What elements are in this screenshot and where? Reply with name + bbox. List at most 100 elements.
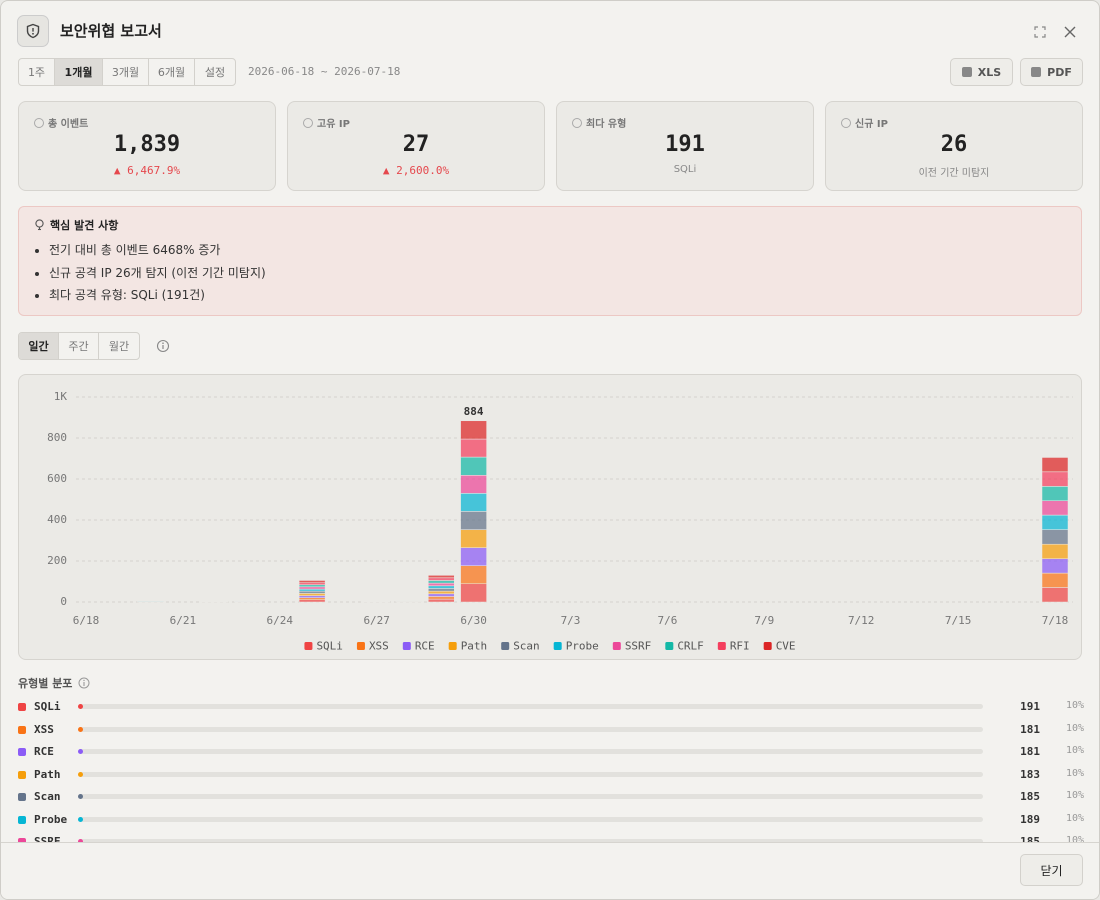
bar-segment bbox=[298, 580, 326, 583]
kpi-icon bbox=[841, 117, 851, 128]
granularity-tab[interactable]: 주간 bbox=[59, 333, 99, 359]
kpi-value: 191 bbox=[665, 132, 705, 157]
share-track bbox=[79, 749, 983, 754]
findings-box: 핵심 발견 사항 전기 대비 총 이벤트 6468% 증가신규 공격 IP 26… bbox=[18, 206, 1082, 316]
kpi-card: 신규 IP 26 이전 기간 미탐지 bbox=[825, 101, 1083, 191]
bar-segment bbox=[460, 493, 487, 512]
distribution-row: Scan 185 10% bbox=[1, 790, 1099, 806]
bar-segment bbox=[428, 590, 455, 595]
legend-swatch bbox=[356, 642, 365, 650]
bar-segment bbox=[298, 590, 326, 594]
legend-item[interactable]: CVE bbox=[763, 640, 796, 653]
kpi-label-row: 최다 유형 bbox=[572, 115, 626, 130]
share-dot bbox=[78, 771, 83, 777]
bar-segment bbox=[298, 593, 326, 596]
legend-swatch bbox=[304, 642, 313, 650]
share-track bbox=[79, 839, 983, 842]
y-tick-label: 800 bbox=[47, 431, 67, 444]
distribution-header: 유형별 분포 bbox=[18, 675, 90, 691]
share-track bbox=[79, 726, 983, 732]
type-share: 10% bbox=[1065, 722, 1084, 734]
share-track bbox=[79, 794, 983, 799]
scroll-area: 보안위협 보고서 1주 1개월 3개월 6개월 설정 2026-06-18 ~ 2026… bbox=[1, 1, 1099, 842]
period-tab[interactable]: 1개월 bbox=[55, 59, 103, 85]
legend-item[interactable]: SQLi bbox=[304, 640, 343, 653]
granularity-tab[interactable]: 월간 bbox=[108, 340, 130, 353]
type-count: 181 bbox=[1020, 745, 1040, 758]
period-tab[interactable]: 설정 bbox=[204, 66, 226, 79]
type-name: RCE bbox=[34, 745, 54, 758]
distribution-row: SQLi 191 10% bbox=[1, 700, 1099, 716]
x-tick-label: 7/15 bbox=[945, 614, 972, 627]
info-icon[interactable] bbox=[78, 677, 90, 689]
kpi-icon bbox=[303, 117, 313, 128]
bar-segment bbox=[428, 580, 455, 584]
legend-item[interactable]: RFI bbox=[717, 640, 750, 653]
export-button[interactable]: PDF bbox=[1020, 58, 1083, 86]
export-label: XLS bbox=[977, 65, 1002, 79]
kpi-icon bbox=[34, 117, 44, 128]
kpi-label: 최다 유형 bbox=[586, 119, 627, 130]
type-swatch bbox=[18, 815, 26, 824]
bar-segment bbox=[428, 593, 455, 597]
x-tick-label: 7/18 bbox=[1042, 614, 1069, 627]
period-tab[interactable]: 3개월 bbox=[103, 59, 149, 85]
distribution-row: XSS 181 10% bbox=[1, 723, 1099, 739]
legend-item[interactable]: Probe bbox=[553, 640, 599, 653]
distribution-row: RCE 181 10% bbox=[1, 745, 1099, 761]
findings-header: 핵심 발견 사항 bbox=[34, 217, 118, 233]
legend-item[interactable]: SSRF bbox=[612, 640, 652, 653]
bar-segment bbox=[460, 475, 487, 494]
export-button[interactable]: XLS bbox=[950, 58, 1013, 86]
expand-button[interactable] bbox=[1033, 25, 1047, 39]
kpi-note: SQLi bbox=[673, 164, 697, 175]
type-share: 10% bbox=[1065, 745, 1084, 756]
bar-segment bbox=[460, 511, 487, 530]
export-icon bbox=[961, 67, 972, 77]
share-track bbox=[79, 771, 983, 777]
kpi-label: 신규 IP bbox=[855, 119, 888, 130]
legend-item[interactable]: Scan bbox=[501, 640, 540, 653]
legend-item[interactable]: XSS bbox=[356, 640, 389, 653]
type-count: 185 bbox=[1020, 790, 1040, 803]
y-tick-label: 200 bbox=[47, 554, 67, 567]
type-share: 10% bbox=[1065, 700, 1084, 711]
legend-swatch bbox=[448, 642, 457, 650]
close-icon-button[interactable] bbox=[1063, 25, 1077, 39]
granularity-tab[interactable]: 일간 bbox=[19, 333, 59, 359]
bar-segment bbox=[1041, 500, 1069, 516]
legend-item[interactable]: RCE bbox=[402, 640, 435, 653]
footer: 닫기 bbox=[1, 842, 1099, 899]
type-share: 10% bbox=[1065, 835, 1084, 842]
type-count: 185 bbox=[1020, 835, 1040, 842]
x-tick-label: 6/24 bbox=[267, 614, 294, 627]
kpi-value: 27 bbox=[402, 132, 430, 157]
export-label: PDF bbox=[1047, 65, 1072, 79]
chart: 0 200 400 600 800 1K 6/18 6/21 6/24 6/27 6/30 7/3 7/… bbox=[47, 390, 1073, 653]
legend-label: Scan bbox=[513, 640, 540, 653]
granularity-tabs: 일간 주간 월간 bbox=[18, 332, 140, 360]
legend-item[interactable]: Path bbox=[448, 640, 488, 653]
legend-label: CVE bbox=[776, 640, 796, 653]
bar-segment bbox=[298, 588, 326, 592]
bar-segment bbox=[298, 582, 326, 586]
bar-segment bbox=[460, 547, 487, 566]
legend-label: RFI bbox=[730, 640, 750, 653]
info-icon[interactable] bbox=[156, 339, 170, 353]
y-tick-label: 600 bbox=[47, 472, 67, 485]
shield-icon bbox=[26, 23, 40, 39]
period-tab[interactable]: 1주 bbox=[19, 59, 55, 85]
legend-item[interactable]: CRLF bbox=[665, 640, 704, 653]
period-tab[interactable]: 6개월 bbox=[149, 59, 195, 85]
x-tick-label: 6/27 bbox=[363, 614, 390, 627]
chart-card: 0 200 400 600 800 1K 6/18 6/21 6/24 6/27 6/30 7/3 7/… bbox=[18, 374, 1082, 660]
close-button[interactable]: 닫기 bbox=[1020, 854, 1083, 886]
type-count: 183 bbox=[1020, 767, 1040, 781]
kpi-label-row: 신규 IP bbox=[841, 115, 888, 130]
share-dot bbox=[78, 749, 83, 754]
distribution-row: Path 183 10% bbox=[1, 768, 1099, 784]
legend-swatch bbox=[717, 642, 726, 650]
y-tick-label: 0 bbox=[60, 595, 67, 608]
bar-segment bbox=[1041, 543, 1069, 559]
